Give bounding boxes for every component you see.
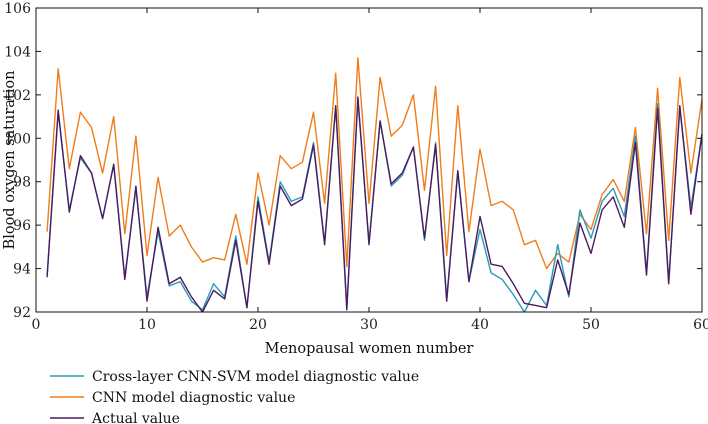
y-tick-label: 94 xyxy=(13,262,31,278)
y-tick-label: 98 xyxy=(13,175,31,191)
series-line-3 xyxy=(46,96,703,313)
legend-label: Actual value xyxy=(91,411,180,424)
x-axis: 0 10 20 30 40 50 60 xyxy=(32,8,708,333)
x-tick-label: 20 xyxy=(249,317,267,333)
x-tick-label: 0 xyxy=(32,317,41,333)
x-tick-label: 50 xyxy=(582,317,600,333)
x-tick-label: 10 xyxy=(138,317,156,333)
y-tick-label: 92 xyxy=(13,305,31,321)
y-axis-label: Blood oxygen saturation xyxy=(2,71,18,250)
legend-label: CNN model diagnostic value xyxy=(92,390,295,406)
x-axis-label: Menopausal women number xyxy=(265,341,474,357)
legend: Cross-layer CNN-SVM model diagnostic val… xyxy=(50,369,419,424)
legend-item-1: Cross-layer CNN-SVM model diagnostic val… xyxy=(50,369,419,385)
x-tick-label: 60 xyxy=(693,317,708,333)
legend-item-3: Actual value xyxy=(50,411,180,424)
y-axis: 92 94 96 98 100 102 104 106 xyxy=(4,1,702,321)
y-tick-label: 96 xyxy=(13,218,31,234)
x-tick-label: 30 xyxy=(360,317,378,333)
y-tick-label: 102 xyxy=(4,88,31,104)
plot-lines xyxy=(46,57,703,313)
plot-frame xyxy=(35,7,703,313)
x-tick-label: 40 xyxy=(471,317,489,333)
y-tick-label: 100 xyxy=(4,131,31,147)
legend-item-2: CNN model diagnostic value xyxy=(50,390,295,406)
y-tick-label: 104 xyxy=(4,44,31,60)
y-tick-label: 106 xyxy=(4,1,31,17)
series-line-2 xyxy=(46,57,703,270)
legend-label: Cross-layer CNN-SVM model diagnostic val… xyxy=(92,369,419,385)
